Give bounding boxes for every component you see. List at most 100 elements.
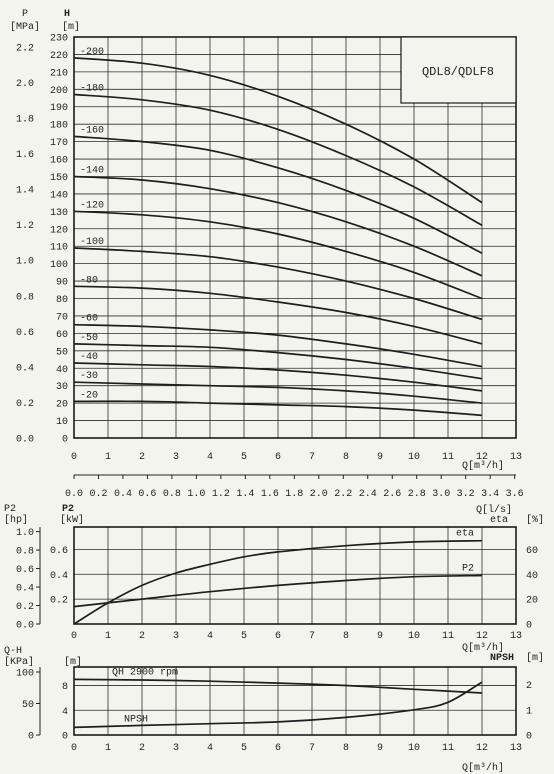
eta-curve <box>73 539 483 625</box>
eta-axis-unit: [%] <box>526 514 544 526</box>
power-chart-curves: eta P2 <box>73 529 483 625</box>
q2-tick-label: 1.0 <box>187 489 205 500</box>
impeller-curve-label: -30 <box>80 371 98 382</box>
head-x-tick-label: 4 <box>207 743 213 754</box>
main-p-tick-label: 0.0 <box>16 435 34 446</box>
main-chart-curves <box>73 57 483 417</box>
main-h-tick-label: 170 <box>50 138 68 149</box>
power-x-tick-label: 4 <box>207 631 213 642</box>
main-p-tick-label: 1.6 <box>16 150 34 161</box>
eta-curve-label: eta <box>456 529 474 540</box>
impeller-curve-label: -160 <box>80 125 104 136</box>
head-x-tick-label: 13 <box>510 743 522 754</box>
main-h-tick-label: 230 <box>50 34 68 45</box>
impeller-curve-label: -50 <box>80 333 98 344</box>
main-h-tick-label: 160 <box>50 156 68 167</box>
impeller-curve-label: -200 <box>80 47 104 58</box>
q2-tick-label: 3.0 <box>432 489 450 500</box>
head-x-tick-label: 1 <box>105 743 111 754</box>
main-h-tick-label: 20 <box>56 400 68 411</box>
npsh-tick-label: 0 <box>526 732 532 743</box>
qh-curve-label: QH 2900 rpm <box>112 667 178 678</box>
head-x-tick-label: 11 <box>442 743 454 754</box>
impeller-curve-n100 <box>73 247 483 321</box>
head-x-tick-label: 5 <box>241 743 247 754</box>
power-x-tick-label: 12 <box>476 631 488 642</box>
impeller-curve-label: -100 <box>80 237 104 248</box>
q2-tick-label: 3.6 <box>506 489 524 500</box>
m-unit: [m] <box>64 656 82 668</box>
kpa-unit: [KPa] <box>4 656 34 668</box>
main-h-tick-label: 220 <box>50 51 68 62</box>
main-x-tick-label: 11 <box>442 452 454 463</box>
npsh-curve-label: NPSH <box>124 714 148 725</box>
main-h-tick-label: 100 <box>50 260 68 271</box>
main-h-tick-label: 90 <box>56 278 68 289</box>
p2-hp-tick-label: 0.0 <box>16 621 34 632</box>
power-chart-grid: 0 1 2 3 4 5 6 7 8 9 10 11 12 130.00.20.40.60.81.00.20… <box>16 527 538 642</box>
main-p-tick-label: 1.0 <box>16 257 34 268</box>
head-m-tick-label: 8 <box>62 682 68 693</box>
main-x-tick-label: 7 <box>309 452 315 463</box>
main-x-tick-label: 1 <box>105 452 111 463</box>
head-m-tick-label: 4 <box>62 707 68 718</box>
q2-tick-label: 2.4 <box>359 489 377 500</box>
impeller-curve-n20 <box>73 400 483 417</box>
main-h-tick-label: 60 <box>56 330 68 341</box>
head-x-tick-label: 2 <box>139 743 145 754</box>
npsh-axis-unit: [m] <box>526 652 544 664</box>
model-box <box>400 36 517 104</box>
impeller-curve-n120 <box>73 210 483 300</box>
power-x-tick-label: 7 <box>309 631 315 642</box>
power-x-tick-label: 9 <box>377 631 383 642</box>
main-h-tick-label: 50 <box>56 347 68 358</box>
impeller-curve-label: -40 <box>80 352 98 363</box>
main-x-tick-label: 8 <box>343 452 349 463</box>
q2-tick-label: 0.0 <box>65 489 83 500</box>
head-m-tick-label: 0 <box>62 732 68 743</box>
qh-axis-title: Q-H <box>4 646 22 657</box>
head-kpa-tick-label: 100 <box>16 668 34 679</box>
q-axis-label-1: Q[m³/h] <box>462 460 504 472</box>
q2-tick-label: 0.2 <box>89 489 107 500</box>
main-h-tick-label: 190 <box>50 103 68 114</box>
q-axis-label-2: Q[m³/h] <box>462 642 504 654</box>
p2-curve-label: P2 <box>462 564 474 575</box>
main-h-tick-label: 80 <box>56 295 68 306</box>
main-h-tick-label: 0 <box>62 435 68 446</box>
eta-tick-label: 0 <box>526 621 532 632</box>
power-x-tick-label: 8 <box>343 631 349 642</box>
p2-hp-tick-label: 0.4 <box>16 584 34 595</box>
main-p-tick-label: 1.2 <box>16 221 34 232</box>
npsh-curve <box>73 681 483 729</box>
main-x-tick-label: 0 <box>71 452 77 463</box>
impeller-curve-label: -20 <box>80 390 98 401</box>
impeller-curve-n80 <box>73 285 483 345</box>
main-x-tick-label: 13 <box>510 452 522 463</box>
q2-tick-label: 1.6 <box>261 489 279 500</box>
power-x-tick-label: 1 <box>105 631 111 642</box>
p2-kw-tick-label: 0.2 <box>50 596 68 607</box>
impeller-curve-n60 <box>73 323 483 368</box>
main-x-tick-label: 2 <box>139 452 145 463</box>
main-p-tick-label: 2.0 <box>16 79 34 90</box>
main-h-tick-label: 140 <box>50 190 68 201</box>
main-p-tick-label: 0.2 <box>16 399 34 410</box>
power-x-tick-label: 6 <box>275 631 281 642</box>
impeller-curve-n140 <box>73 175 483 277</box>
p-axis-unit: [MPa] <box>10 21 40 33</box>
main-chart-frame <box>73 36 517 439</box>
main-x-tick-label: 6 <box>275 452 281 463</box>
impeller-curve-label: -140 <box>80 165 104 176</box>
power-x-tick-label: 2 <box>139 631 145 642</box>
h-axis-unit: [m] <box>62 21 80 33</box>
impeller-curve-n160 <box>73 135 483 254</box>
main-x-tick-label: 10 <box>408 452 420 463</box>
q2-tick-label: 2.8 <box>408 489 426 500</box>
p2-hp-tick-label: 0.2 <box>16 602 34 613</box>
q2-axis-label: Q[l/s] <box>476 504 512 516</box>
head-npsh-chart-frame <box>73 666 517 736</box>
main-h-tick-label: 130 <box>50 208 68 219</box>
